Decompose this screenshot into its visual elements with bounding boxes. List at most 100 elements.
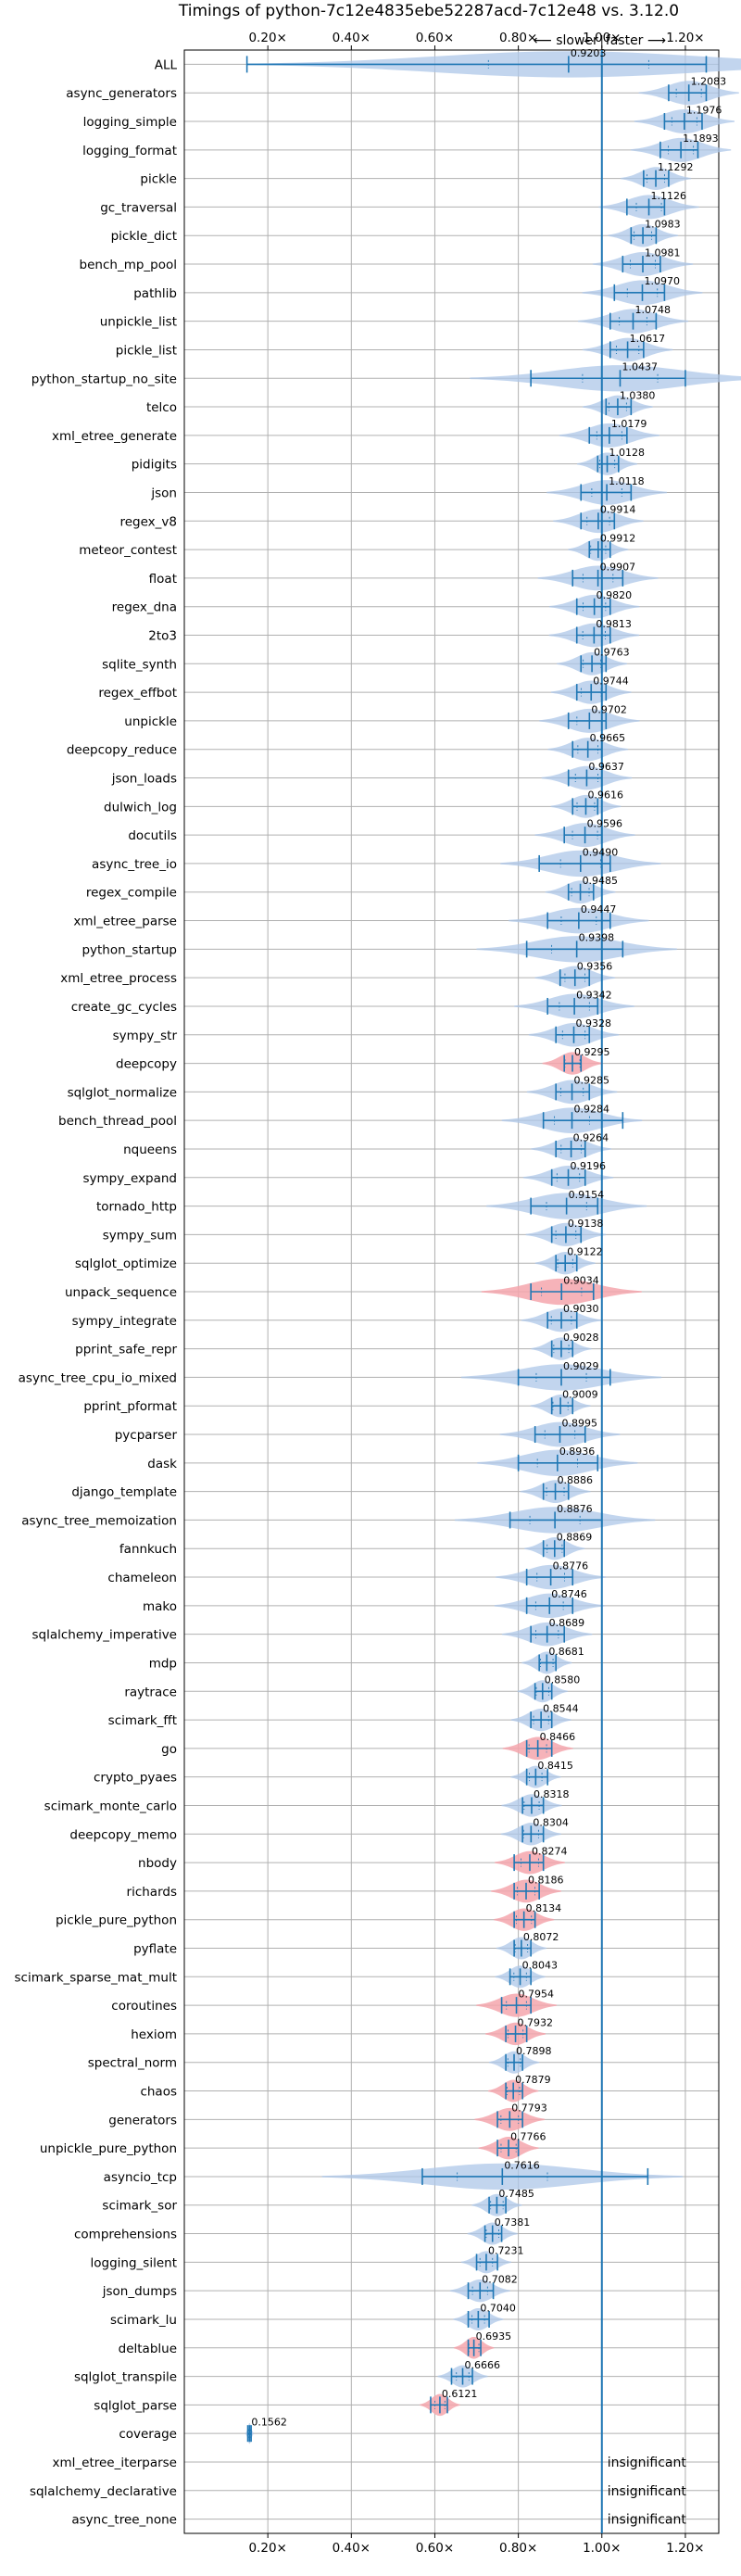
- value-label: 0.9028: [563, 1332, 599, 1344]
- chart-title: Timings of python-7c12e4835ebe52287acd-7…: [178, 2, 679, 20]
- value-label: 0.7954: [519, 1988, 555, 2000]
- value-label: 0.8304: [533, 1817, 569, 1829]
- bottom-axis: 0.20× 0.40× 0.60× 0.80× 1.00× 1.20×: [248, 2533, 705, 2556]
- violin-regex_compile: [545, 880, 616, 904]
- violin-spectral_norm: [488, 2051, 540, 2074]
- benchmark-label: xml_etree_generate: [52, 429, 177, 444]
- value-label: 1.0970: [645, 275, 681, 287]
- slower-label: ⟵ slower: [534, 33, 598, 48]
- value-label: 0.9820: [597, 589, 633, 601]
- value-label: 0.9285: [574, 1075, 610, 1087]
- value-label: 0.9264: [573, 1131, 609, 1143]
- value-label: 0.9154: [569, 1189, 605, 1201]
- violin-sqlglot_optimize: [534, 1252, 596, 1275]
- bottom-tick-label: 1.00×: [583, 2541, 621, 2556]
- bottom-tick-label: 0.60×: [416, 2541, 454, 2556]
- violin-coroutines: [476, 1993, 557, 2017]
- violin-logging_simple: [634, 109, 735, 134]
- value-label: 0.7879: [515, 2074, 551, 2086]
- violin-bench_mp_pool: [592, 252, 694, 277]
- benchmark-label: pidigits: [132, 458, 177, 473]
- violin-pickle_list: [582, 337, 673, 362]
- violin-telco: [583, 395, 653, 419]
- benchmark-label: coverage: [119, 2427, 177, 2442]
- benchmark-label: mdp: [149, 1656, 177, 1671]
- benchmark-label: regex_v8: [119, 514, 177, 529]
- value-label: 0.9295: [574, 1046, 610, 1058]
- value-label: 0.9485: [583, 875, 619, 887]
- benchmark-label: regex_dna: [112, 600, 177, 615]
- value-label: 0.7040: [480, 2302, 516, 2314]
- value-label: 1.1893: [683, 133, 719, 145]
- violin-fannkuch: [524, 1537, 585, 1560]
- benchmark-label: async_generators: [66, 86, 177, 101]
- value-label: 1.0179: [611, 418, 647, 430]
- violin-sqlglot_transpile: [437, 2365, 488, 2388]
- violin-ALL: [245, 51, 741, 78]
- value-label: 0.8689: [549, 1617, 585, 1629]
- value-label: 0.8776: [553, 1559, 589, 1572]
- value-label: 0.9914: [600, 504, 636, 516]
- benchmark-label: deepcopy: [116, 1057, 177, 1072]
- plot-frame: [183, 49, 720, 2534]
- value-label: 1.0437: [622, 361, 658, 373]
- benchmark-label: crypto_pyaes: [94, 1771, 177, 1786]
- violin-deepcopy: [542, 1052, 603, 1075]
- violin-unpickle_list: [578, 309, 688, 334]
- benchmark-label: telco: [146, 400, 177, 415]
- violin-go: [502, 1736, 573, 1761]
- bottom-tick-label: 1.20×: [666, 2541, 704, 2556]
- value-label: 1.0748: [634, 304, 671, 316]
- violin-chameleon: [496, 1564, 607, 1590]
- benchmark-label: raytrace: [124, 1685, 177, 1699]
- violin-sympy_integrate: [521, 1308, 602, 1332]
- value-label: 0.9122: [567, 1246, 603, 1258]
- benchmark-label: tornado_http: [96, 1200, 177, 1215]
- violin-richards: [491, 1879, 561, 1903]
- violin-xml_etree_parse: [509, 907, 649, 934]
- value-label: 1.0981: [645, 246, 681, 259]
- benchmark-label: xml_etree_parse: [73, 915, 177, 929]
- benchmark-label: 2to3: [148, 628, 177, 643]
- violin-json: [546, 480, 668, 505]
- benchmark-label: pickle_dict: [111, 229, 177, 244]
- value-label: 0.6666: [464, 2359, 500, 2371]
- benchmark-label: bench_mp_pool: [80, 258, 177, 272]
- violin-dulwich_log: [550, 794, 622, 818]
- violin-pycparser: [499, 1421, 621, 1447]
- benchmark-label: create_gc_cycles: [71, 1000, 177, 1015]
- violin-regex_dna: [548, 594, 640, 619]
- violin-json_dumps: [449, 2279, 510, 2303]
- value-label: 0.8869: [557, 1532, 593, 1544]
- bottom-tick-label: 0.40×: [333, 2541, 370, 2556]
- value-label: 0.9009: [562, 1389, 598, 1401]
- benchmark-label: dulwich_log: [104, 800, 177, 814]
- violin-logging_silent: [460, 2251, 512, 2274]
- insignificant-label: insignificant: [608, 2484, 687, 2499]
- violin-deltablue: [453, 2336, 495, 2359]
- benchmark-label: sqlite_synth: [102, 657, 177, 672]
- benchmark-label: unpickle_list: [100, 315, 177, 330]
- benchmark-label: pycparser: [115, 1428, 178, 1443]
- value-label: 0.7616: [504, 2159, 540, 2171]
- benchmark-label: pathlib: [133, 286, 177, 301]
- value-label: 1.1292: [658, 161, 694, 173]
- violin-create_gc_cycles: [514, 993, 635, 1019]
- value-label: 0.9907: [600, 561, 636, 573]
- violin-nqueens: [531, 1137, 611, 1161]
- benchmark-label: pickle_list: [116, 343, 177, 358]
- violin-python_startup: [476, 936, 677, 963]
- value-label: 0.9034: [563, 1274, 599, 1286]
- violin-pickle: [621, 167, 691, 191]
- benchmark-label: scimark_fft: [108, 1713, 177, 1728]
- violin-python_startup_no_site: [470, 365, 741, 392]
- benchmark-label: regex_compile: [86, 886, 177, 901]
- faster-label: faster ⟶: [606, 33, 666, 48]
- violin-gc_traversal: [598, 195, 699, 220]
- benchmark-label: logging_silent: [91, 2255, 177, 2270]
- violin-async_generators: [638, 81, 739, 106]
- violin-crypto_pyaes: [510, 1765, 561, 1788]
- violin-float: [537, 565, 659, 591]
- violin-sqlglot_normalize: [526, 1080, 618, 1105]
- bottom-tick-label: 0.80×: [499, 2541, 537, 2556]
